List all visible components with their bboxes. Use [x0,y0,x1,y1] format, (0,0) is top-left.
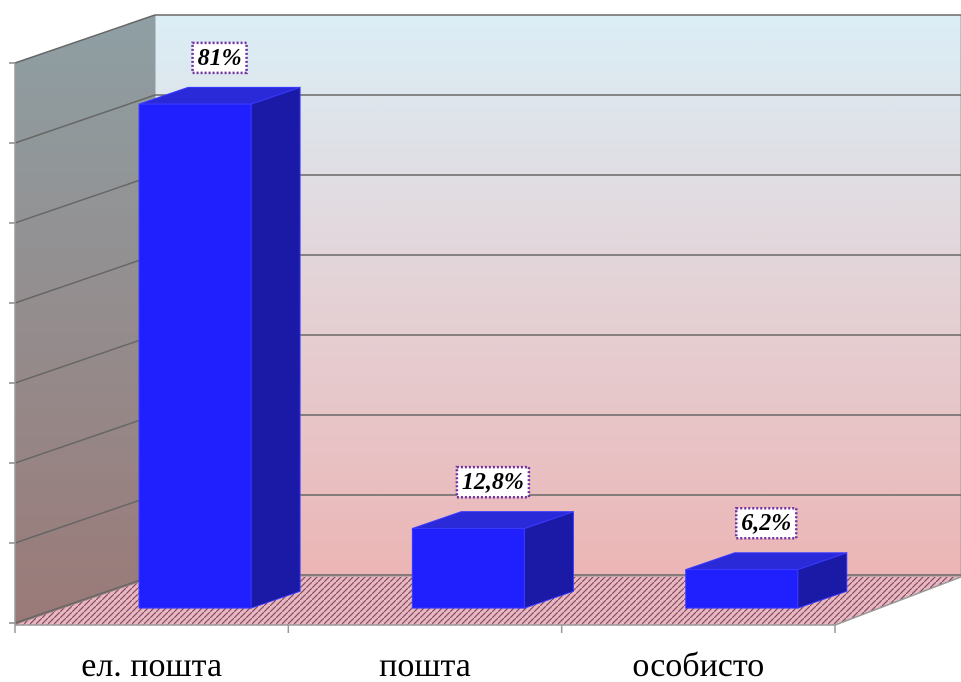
grid-line [14,94,156,144]
x-tick-label: ел. пошта [81,647,222,682]
value-label-box [455,465,531,499]
value-label: 6,2% [741,510,791,536]
value-label: 81% [198,45,242,71]
bar-front [685,569,799,609]
x-axis-depth [834,576,961,626]
value-label-box [734,506,798,540]
grid-line [14,254,156,304]
value-label-box [191,41,248,75]
bar-front [411,527,525,609]
grid-line [14,174,156,224]
bar [138,86,301,609]
bar [685,552,848,609]
side-wall [15,15,155,625]
bar [411,510,574,609]
grid-line [14,334,156,384]
x-tick-label: пошта [379,647,471,682]
grid-line [14,494,156,544]
grid-line [14,14,156,64]
grid-line [14,414,156,464]
x-tick-label: особисто [632,647,764,682]
grid-line [14,574,156,624]
bar-front [138,103,252,609]
value-label: 12,8% [462,469,524,495]
bar-side [250,86,301,609]
